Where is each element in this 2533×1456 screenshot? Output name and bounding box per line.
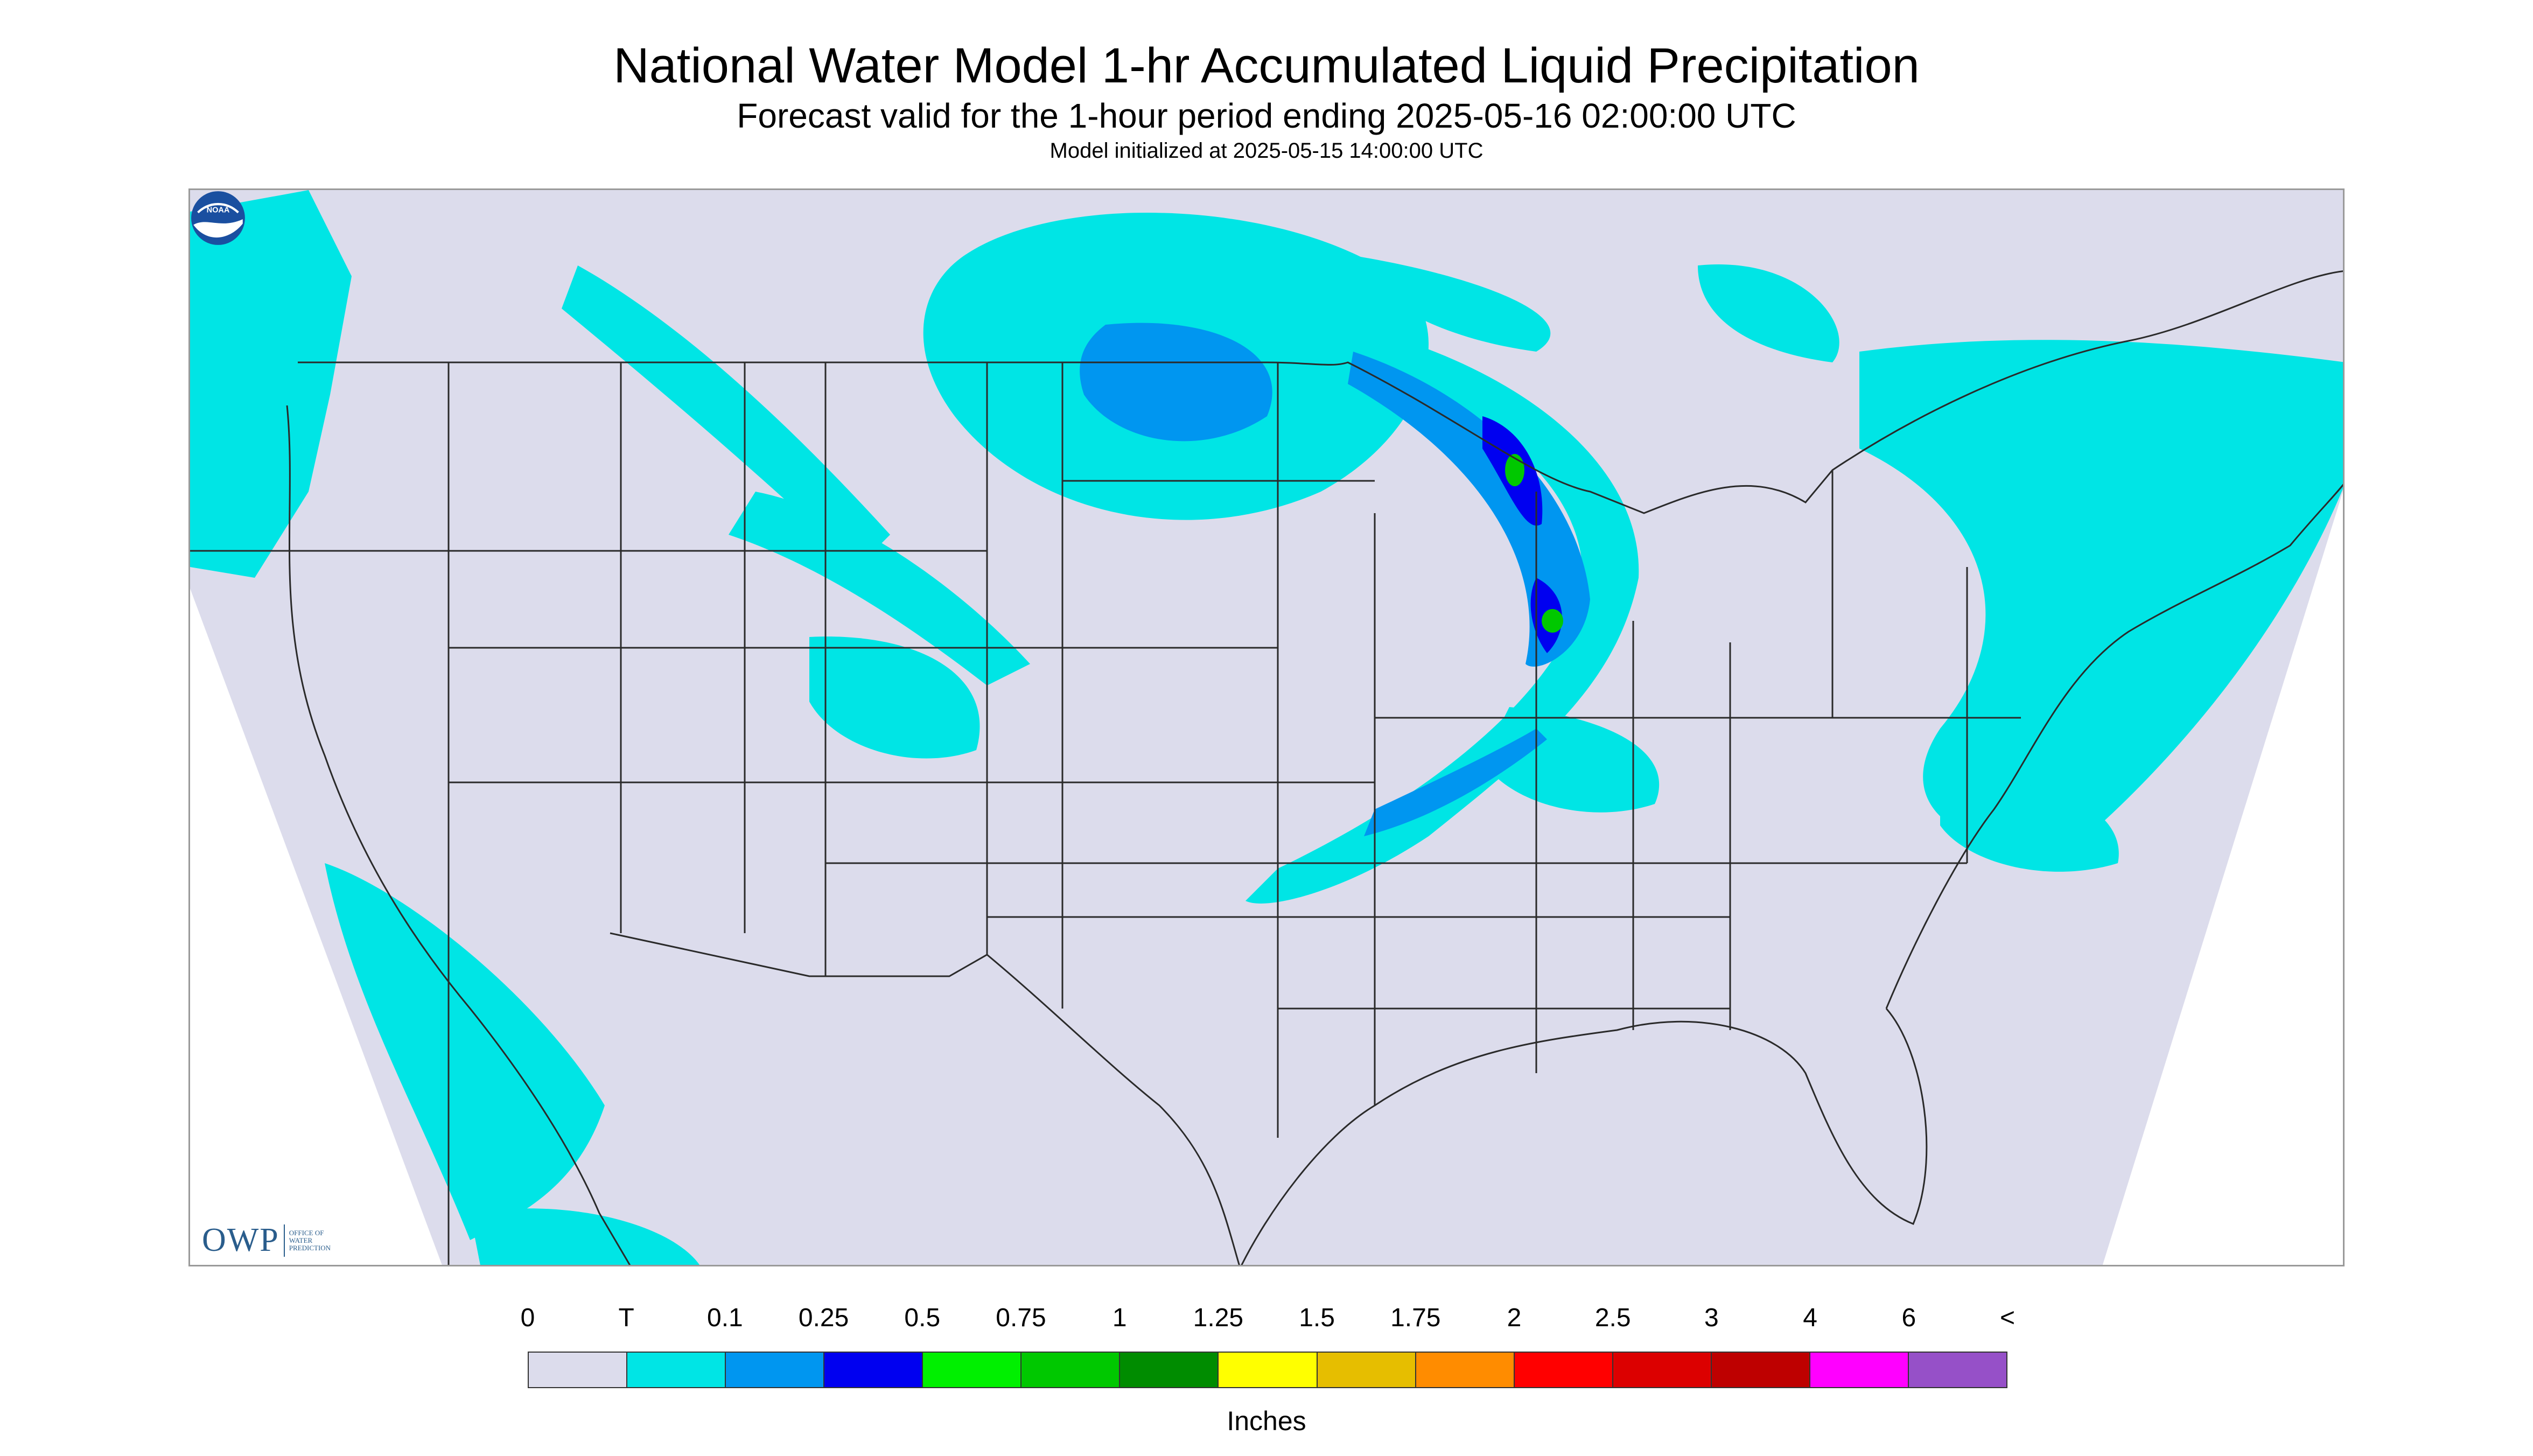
owp-wordmark: OWP [202, 1222, 279, 1258]
precip-trace-areas [190, 190, 2343, 1265]
legend-swatch [1711, 1353, 1810, 1387]
precip-area-ontario [1698, 264, 1839, 362]
owp-sub-line: OFFICE OF [289, 1228, 324, 1237]
precip-area-lake-superior-east [1348, 255, 1551, 352]
owp-sub-line: WATER [289, 1236, 313, 1244]
legend-swatch [1810, 1353, 1909, 1387]
legend-tick-label: 0 [520, 1304, 535, 1332]
legend-tick-label: 1 [1112, 1304, 1127, 1332]
legend-swatch [627, 1353, 726, 1387]
precip-core-front [1348, 352, 1590, 667]
legend-tick-label: 1.25 [1193, 1304, 1244, 1332]
precip-area-baja-pacific [325, 863, 605, 1240]
precip-core-southern-band [1364, 729, 1547, 836]
precip-area-pacific-northwest [190, 190, 352, 578]
legend-swatch [1908, 1353, 2006, 1387]
owp-subtext: OFFICE OF WATER PREDICTION [289, 1229, 354, 1252]
legend-swatch [923, 1353, 1022, 1387]
owp-divider [283, 1224, 285, 1257]
precip-area-wyoming-band [729, 492, 1030, 685]
legend-tick-label: 2 [1507, 1304, 1522, 1332]
legend-swatch [1416, 1353, 1515, 1387]
legend-tick-label: 1.75 [1390, 1304, 1441, 1332]
precip-heavy-cells [1505, 454, 1563, 633]
legend-swatch [1120, 1353, 1219, 1387]
precip-area-ohio-valley [1482, 707, 1660, 813]
model-domain [190, 190, 2343, 1265]
legend-colorbar [528, 1352, 2007, 1388]
precip-area-carolinas-offshore [1940, 780, 2119, 872]
legend-units: Inches [1227, 1406, 1306, 1436]
legend-swatch [824, 1353, 923, 1387]
legend-swatch [726, 1353, 825, 1387]
precip-area-mexico-coast [470, 1208, 699, 1265]
owp-logo: OWP OFFICE OF WATER PREDICTION [202, 1221, 354, 1259]
state-boundaries [190, 270, 2343, 1265]
legend-tick-label: T [618, 1304, 634, 1332]
legend-tick-label: 1.5 [1299, 1304, 1335, 1332]
legend-tick-label: 0.75 [996, 1304, 1046, 1332]
map-title: National Water Model 1-hr Accumulated Li… [613, 38, 1920, 93]
mexico-border [610, 932, 1240, 1265]
noaa-logo-text: NOAA [207, 206, 230, 215]
forecast-valid-subtitle: Forecast valid for the 1-hour period end… [737, 96, 1796, 135]
precip-core-north-dakota [1080, 323, 1272, 442]
owp-sub-line: PREDICTION [289, 1243, 331, 1252]
precip-cell-superior [1505, 454, 1524, 486]
map-canvas [190, 190, 2343, 1265]
legend-tick-label: 3 [1704, 1304, 1719, 1332]
gulf-coast [1241, 1008, 1928, 1265]
legend-tick-label: 2.5 [1594, 1304, 1631, 1332]
legend-swatch [1613, 1353, 1712, 1387]
legend-swatch [1514, 1353, 1613, 1387]
legend-swatch [529, 1353, 628, 1387]
precipitation-map: OWP OFFICE OF WATER PREDICTION NOAA [188, 188, 2345, 1266]
legend-tick-label: < [1999, 1304, 2016, 1332]
precip-area-montana-band [562, 265, 890, 567]
canada-border [298, 270, 2343, 514]
legend-tick-labels: 0 T 0.1 0.25 0.5 0.75 1 1.25 1.5 1.75 2 2.5 3 4 6 < [0, 1303, 2533, 1335]
precip-cell-michigan [1542, 609, 1563, 633]
precip-area-front-line [1245, 325, 1639, 904]
precip-area-northeast [1859, 340, 2343, 849]
precip-light-rain-core [1080, 323, 1590, 836]
precip-area-colorado [809, 636, 980, 759]
legend-tick-label: 4 [1803, 1304, 1817, 1332]
east-coast [1885, 484, 2343, 1009]
legend-swatch [1317, 1353, 1416, 1387]
west-coast [286, 405, 631, 1265]
legend-tick-label: 0.5 [904, 1304, 941, 1332]
legend-swatch [1021, 1353, 1121, 1387]
legend-tick-label: 0.1 [707, 1304, 743, 1332]
legend-tick-label: 6 [1901, 1304, 1916, 1332]
legend-swatch [1219, 1353, 1318, 1387]
legend-tick-label: 0.25 [798, 1304, 849, 1332]
model-init-text: Model initialized at 2025-05-15 14:00:00… [1049, 139, 1484, 163]
noaa-logo-icon: NOAA [191, 191, 245, 245]
